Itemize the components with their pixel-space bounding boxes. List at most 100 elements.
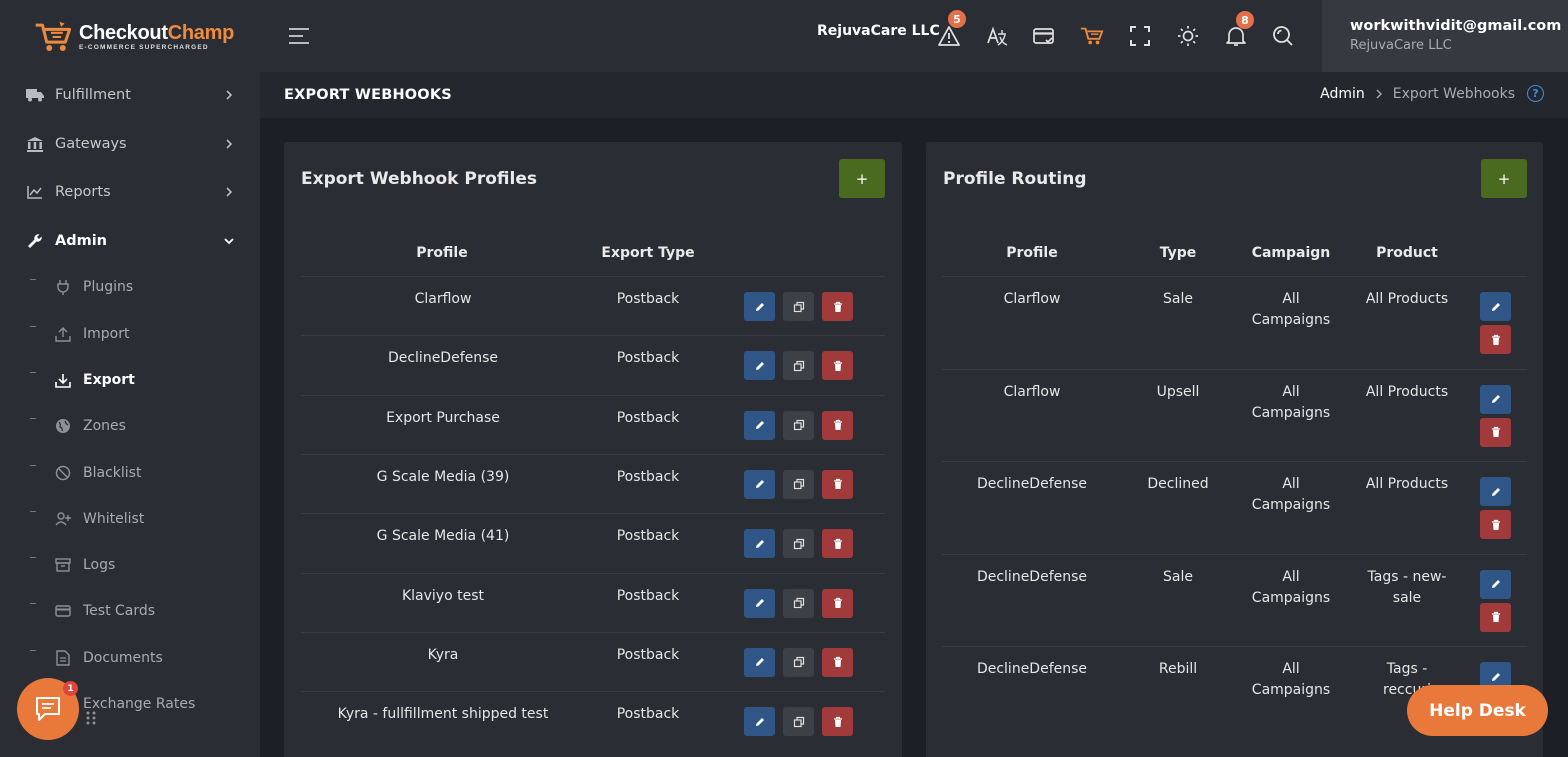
sidebar-subitem-blacklist[interactable]: Blacklist <box>0 455 260 491</box>
edit-button[interactable] <box>744 529 775 559</box>
cell-export-type: Postback <box>616 528 680 545</box>
delete-button[interactable] <box>822 529 853 559</box>
column-header-type: Type <box>1159 245 1197 261</box>
copy-icon <box>793 597 804 609</box>
cell-profile: DeclineDefense <box>976 661 1088 677</box>
edit-button[interactable] <box>1480 292 1511 321</box>
pencil-icon <box>1491 580 1500 588</box>
breadcrumb-admin[interactable]: Admin <box>1320 85 1365 102</box>
bank-icon <box>26 135 44 153</box>
search-button[interactable] <box>1271 24 1295 48</box>
delete-button[interactable] <box>822 588 853 618</box>
company-selector[interactable]: RejuvaCare LLC <box>817 23 940 39</box>
edit-button[interactable] <box>1480 569 1511 599</box>
hamburger-menu-icon[interactable] <box>288 26 310 46</box>
copy-button[interactable] <box>783 410 814 440</box>
table-row: DeclineDefense Postback <box>301 335 885 394</box>
edit-button[interactable] <box>744 707 775 737</box>
edit-button[interactable] <box>1480 384 1511 414</box>
delete-button[interactable] <box>1480 325 1511 354</box>
delete-button[interactable] <box>1480 510 1511 539</box>
edit-button[interactable] <box>744 469 775 499</box>
table-row: DeclineDefense Declined All Campaigns All Pr… <box>942 461 1527 553</box>
sidebar-subitem-zones[interactable]: Zones <box>0 408 260 444</box>
top-bar: RejuvaCare LLC 5 8 workwithvidit@gmail.c… <box>260 0 1568 72</box>
notifications-button[interactable]: 8 <box>1224 11 1254 48</box>
sidebar-item-gateways[interactable]: Gateways <box>0 124 260 164</box>
copy-button[interactable] <box>783 647 814 677</box>
copy-icon <box>793 479 804 490</box>
store-button[interactable] <box>1080 24 1104 48</box>
sidebar: CheckoutChamp E-COMMERCE SUPERCHARGED Fu… <box>0 0 260 757</box>
copy-button[interactable] <box>783 529 814 559</box>
cell-export-type: Postback <box>616 291 680 307</box>
trash-icon <box>833 538 842 549</box>
delete-button[interactable] <box>822 410 853 440</box>
delete-button[interactable] <box>822 647 853 677</box>
pencil-icon <box>755 302 764 311</box>
alerts-button[interactable]: 5 <box>937 10 966 48</box>
cell-campaign: All Campaigns <box>1251 476 1331 513</box>
delete-button[interactable] <box>822 707 853 737</box>
cell-profile: DeclineDefense <box>976 476 1088 492</box>
sidebar-subitem-documents[interactable]: Documents <box>0 640 260 676</box>
delete-button[interactable] <box>822 292 853 321</box>
theme-toggle-button[interactable] <box>1176 24 1200 48</box>
copy-button[interactable] <box>783 351 814 381</box>
sidebar-item-reports[interactable]: Reports <box>0 172 260 212</box>
copy-button[interactable] <box>783 469 814 499</box>
pencil-icon <box>1491 302 1500 311</box>
cell-product: Tags - new-sale <box>1367 568 1447 606</box>
edit-button[interactable] <box>744 647 775 677</box>
column-header-profile: Profile <box>416 245 468 261</box>
delete-button[interactable] <box>1480 602 1511 632</box>
edit-button[interactable] <box>744 351 775 381</box>
column-header-profile: Profile <box>1006 245 1058 261</box>
translate-button[interactable] <box>985 24 1009 48</box>
sidebar-subitem-import[interactable]: Import <box>0 316 260 352</box>
cell-profile: Clarflow <box>1003 291 1061 307</box>
edit-button[interactable] <box>744 588 775 618</box>
copy-button[interactable] <box>783 707 814 737</box>
cell-export-type: Postback <box>616 706 680 723</box>
column-header-product: Product <box>1376 245 1438 261</box>
sidebar-subitem-label: Test Cards <box>83 603 156 619</box>
sidebar-subitem-logs[interactable]: Logs <box>0 547 260 583</box>
sidebar-subitem-label: Plugins <box>83 279 134 295</box>
sidebar-subitem-export[interactable]: Export <box>0 362 260 398</box>
add-profile-button[interactable]: + <box>839 159 885 198</box>
ban-icon <box>54 464 72 482</box>
sidebar-subitem-plugins[interactable]: Plugins <box>0 269 260 305</box>
help-icon[interactable]: ? <box>1527 85 1544 102</box>
sidebar-subitem-whitelist[interactable]: Whitelist <box>0 501 260 537</box>
copy-button[interactable] <box>783 292 814 321</box>
cell-type: Upsell <box>1156 383 1200 400</box>
edit-button[interactable] <box>744 292 775 321</box>
breadcrumb: Admin Export Webhooks ? <box>1320 85 1544 102</box>
delete-button[interactable] <box>822 469 853 499</box>
tree-dash <box>30 465 36 466</box>
cell-product: All Products <box>1365 291 1449 307</box>
help-desk-button[interactable]: Help Desk <box>1407 685 1548 736</box>
chevron-right-icon <box>226 139 233 149</box>
logo[interactable]: CheckoutChamp E-COMMERCE SUPERCHARGED <box>34 16 234 58</box>
fullscreen-button[interactable] <box>1128 24 1152 48</box>
copy-icon <box>793 657 804 668</box>
user-menu[interactable]: workwithvidit@gmail.com RejuvaCare LLC <box>1322 0 1568 72</box>
cell-type: Sale <box>1163 568 1193 585</box>
sidebar-subitem-test-cards[interactable]: Test Cards <box>0 593 260 629</box>
delete-button[interactable] <box>822 351 853 381</box>
payment-button[interactable] <box>1032 24 1056 48</box>
drag-handle-icon[interactable] <box>85 710 97 726</box>
table-row: G Scale Media (41) Postback <box>301 513 885 572</box>
sidebar-item-admin[interactable]: Admin <box>0 221 260 261</box>
edit-button[interactable] <box>1480 477 1511 506</box>
sidebar-item-fulfillment[interactable]: Fulfillment <box>0 75 260 115</box>
add-routing-button[interactable]: + <box>1481 159 1527 198</box>
edit-button[interactable] <box>744 410 775 440</box>
copy-icon <box>793 301 804 312</box>
cell-campaign: All Campaigns <box>1251 661 1331 698</box>
chat-widget-button[interactable]: 1 <box>17 678 79 740</box>
copy-button[interactable] <box>783 588 814 618</box>
delete-button[interactable] <box>1480 417 1511 447</box>
